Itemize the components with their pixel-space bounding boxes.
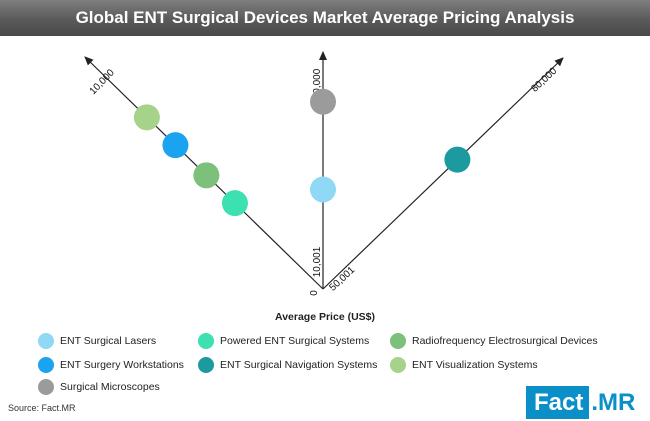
left-axis-max-label: 10,000 [88, 67, 117, 97]
legend-swatch [390, 357, 406, 373]
right-axis-min-label: 50,001 [327, 264, 357, 293]
origin-label: 0 [309, 290, 320, 296]
data-point [133, 104, 160, 131]
chart-title: Global ENT Surgical Devices Market Avera… [0, 0, 650, 36]
source-note: Source: Fact.MR [8, 403, 76, 413]
legend: ENT Surgical Lasers Powered ENT Surgical… [0, 329, 650, 397]
right-axis-line [322, 57, 564, 290]
legend-item: Radiofrequency Electrosurgical Devices [390, 331, 598, 351]
legend-label: ENT Surgical Lasers [60, 335, 157, 347]
legend-item: ENT Surgical Navigation Systems [198, 355, 377, 375]
legend-swatch [198, 357, 214, 373]
legend-label: Surgical Microscopes [60, 381, 160, 393]
legend-label: ENT Surgical Navigation Systems [220, 359, 378, 371]
legend-swatch [198, 333, 214, 349]
middle-axis-min-label: 10,001 [312, 246, 323, 277]
legend-item: ENT Surgery Workstations [38, 355, 184, 375]
right-axis-max-label: 80,000 [529, 65, 559, 94]
legend-label: ENT Surgery Workstations [60, 359, 184, 371]
legend-label: Radiofrequency Electrosurgical Devices [412, 335, 598, 347]
fact-mr-logo: Fact .MR [526, 386, 648, 419]
legend-swatch [38, 379, 54, 395]
data-point [193, 162, 220, 189]
legend-item: Surgical Microscopes [38, 377, 160, 397]
legend-swatch [390, 333, 406, 349]
legend-item: ENT Visualization Systems [390, 355, 538, 375]
legend-swatch [38, 357, 54, 373]
logo-text-fact: Fact [526, 386, 590, 419]
middle-axis-max-label: 50,000 [312, 68, 323, 99]
x-axis-label: Average Price (US$) [275, 311, 375, 323]
legend-swatch [38, 333, 54, 349]
legend-item: Powered ENT Surgical Systems [198, 331, 369, 351]
data-point [310, 88, 336, 115]
data-point [162, 132, 189, 159]
data-point [444, 146, 471, 173]
data-point [221, 190, 248, 217]
data-point [310, 176, 336, 203]
logo-text-mr: .MR [591, 388, 636, 416]
legend-item: ENT Surgical Lasers [38, 331, 156, 351]
legend-label: Powered ENT Surgical Systems [220, 335, 370, 347]
legend-label: ENT Visualization Systems [412, 359, 538, 371]
